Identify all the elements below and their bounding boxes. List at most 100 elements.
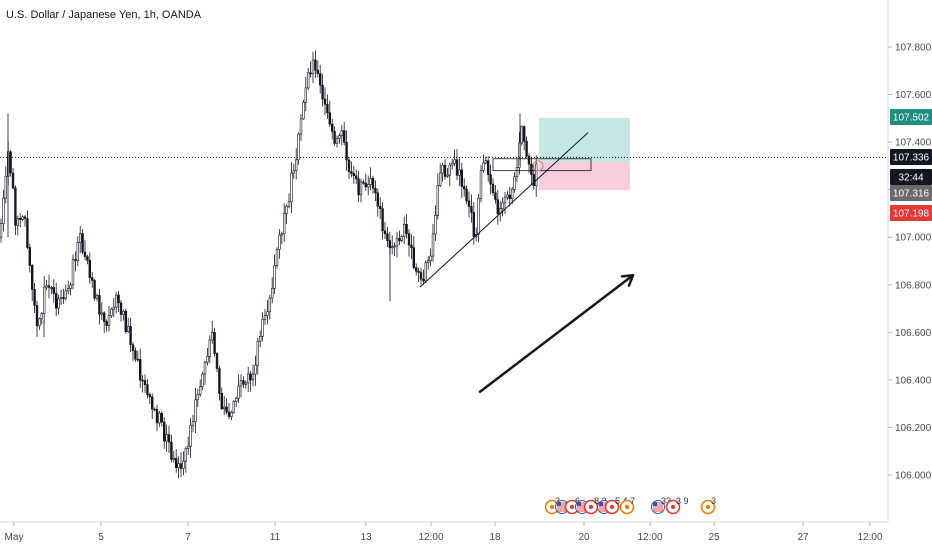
event-marker[interactable]: 3 9 — [665, 496, 689, 515]
candle-body — [50, 287, 53, 289]
candle-body — [376, 192, 379, 207]
price-badge-bg — [890, 169, 932, 185]
candle-body — [522, 126, 526, 142]
candle-body — [244, 382, 247, 385]
x-tick-label: 20 — [578, 532, 590, 543]
candle-body — [285, 205, 288, 214]
candle-body — [455, 159, 459, 176]
candle-body — [340, 130, 343, 136]
candle-body — [208, 339, 211, 357]
candle-body — [527, 155, 531, 165]
candle-body — [534, 163, 538, 186]
trendline[interactable] — [419, 132, 589, 288]
candle-body — [290, 172, 293, 203]
candle-body — [350, 171, 353, 174]
candle-body — [369, 178, 372, 185]
candle-body — [227, 411, 231, 417]
candle-body — [64, 290, 68, 299]
candle-body — [510, 188, 514, 200]
candle-body — [139, 359, 142, 381]
candle-body — [151, 396, 154, 410]
candle-body — [299, 118, 303, 135]
candle-body — [261, 318, 264, 337]
position-stop-zone[interactable] — [539, 162, 630, 191]
event-dot — [609, 504, 615, 510]
chart-title: U.S. Dollar / Japanese Yen, 1h, OANDA — [6, 9, 202, 21]
flag-canton — [653, 502, 657, 506]
candle-body — [201, 373, 204, 387]
candle-body — [59, 297, 63, 300]
event-marker[interactable]: 7 — [619, 496, 636, 515]
event-count: 3 9 — [676, 496, 689, 506]
event-marker[interactable]: 6 — [564, 496, 581, 515]
candle-body — [330, 123, 334, 132]
candle-body — [57, 298, 60, 309]
price-badge: 107.502 — [890, 109, 932, 125]
candle-body — [93, 280, 96, 299]
candle-body — [460, 169, 463, 187]
candle-body — [170, 441, 173, 460]
event-count: 5 4 — [615, 496, 628, 506]
event-count: 6 — [575, 496, 580, 506]
candle-body — [98, 295, 101, 315]
candle-body — [390, 246, 394, 248]
arrow-line[interactable] — [478, 274, 635, 394]
candle-body — [414, 267, 418, 272]
candle-body — [165, 434, 168, 442]
candle-body — [297, 133, 300, 161]
y-tick-label: 106.600 — [895, 328, 932, 339]
candle-body — [127, 326, 130, 333]
candle-body — [52, 287, 56, 294]
event-marker[interactable]: 33 — [651, 496, 672, 514]
price-badge: 107.316 — [890, 185, 932, 201]
candle-body — [304, 87, 307, 103]
candle-body — [47, 285, 51, 288]
candle-body — [237, 385, 240, 399]
candle-body — [405, 223, 408, 234]
candle-body — [23, 216, 27, 219]
y-tick-label: 107.600 — [895, 90, 932, 101]
candle-body — [467, 200, 471, 207]
event-count: 7 — [630, 496, 635, 506]
candle-body — [393, 245, 396, 248]
candle-body — [477, 198, 480, 235]
event-marker[interactable]: 5 4 — [604, 496, 628, 515]
candle-body — [172, 457, 175, 460]
candle-body — [129, 326, 132, 345]
price-badge-label: 107.336 — [893, 153, 930, 164]
zone-rectangle[interactable] — [492, 158, 592, 172]
candle-body — [287, 201, 291, 207]
candle-body — [318, 73, 322, 86]
y-tick-label: 106.200 — [895, 423, 932, 434]
candle-body — [268, 297, 271, 313]
position-target-zone[interactable] — [539, 117, 630, 163]
event-count: 8 3 — [594, 496, 607, 506]
candle-body — [95, 295, 99, 299]
candle-body — [45, 285, 48, 288]
candle-body — [35, 305, 39, 327]
candle-body — [321, 84, 324, 100]
candle-body — [494, 192, 497, 200]
event-marker[interactable]: 3 — [544, 496, 561, 515]
candle-body — [482, 162, 485, 171]
event-marker[interactable]: 3 — [700, 496, 717, 515]
candle-body — [479, 170, 483, 199]
candle-body — [366, 184, 370, 188]
candle-body — [338, 135, 341, 139]
x-tick-label: 25 — [708, 532, 720, 543]
candle-body — [347, 159, 351, 172]
candle-body — [395, 238, 399, 247]
candle-body — [438, 172, 442, 186]
event-dot — [624, 504, 630, 510]
candle-body — [153, 408, 156, 411]
candle-body — [453, 159, 456, 164]
candle-body — [203, 361, 207, 375]
x-tick-label: 13 — [360, 532, 372, 543]
candle-body — [306, 72, 310, 89]
candle-body — [489, 174, 492, 185]
y-tick-label: 107.400 — [895, 138, 932, 149]
candle-body — [436, 185, 439, 216]
